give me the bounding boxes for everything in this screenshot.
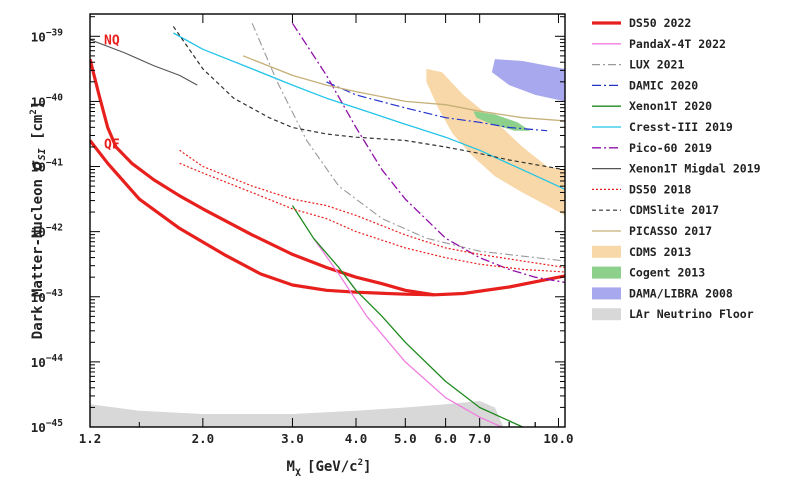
legend-label: Pico-60 2019 <box>629 141 712 155</box>
series-layer <box>90 22 565 427</box>
legend-item-cogent-2013: Cogent 2013 <box>592 266 705 280</box>
legend-label: Xenon1T Migdal 2019 <box>629 162 761 176</box>
legend-item-ds50-2018: DS50 2018 <box>592 182 691 196</box>
y-axis-title-sigma: σ <box>27 160 47 172</box>
y-axis-title-sub: SI <box>37 148 48 160</box>
y-axis-title: Dark Matter-Nucleon σSI [cm2] <box>27 101 48 339</box>
series-line-unlabeled-1 <box>90 58 435 297</box>
legend-swatch <box>592 266 621 279</box>
series-line-cdmslite-2017 <box>172 26 565 171</box>
legend-item-pico-60-2019: Pico-60 2019 <box>592 141 712 155</box>
y-tick-label: 10−43 <box>31 288 64 305</box>
ticks-layer: 1.2 2.0 3.0 4.0 5.0 6.0 7.0 10.0 10−39 10−40 10−41… <box>31 14 574 446</box>
legend-item-lar-neutrino-floor: LAr Neutrino Floor <box>592 307 754 321</box>
legend-item-ds50-2022: DS50 2022 <box>592 16 691 30</box>
x-axis-title: Mχ [GeV/c2] <box>287 458 372 477</box>
legend-label: PICASSO 2017 <box>629 224 712 238</box>
y-axis-title-unit-sup: 2 <box>29 109 39 114</box>
legend-item-picasso-2017: PICASSO 2017 <box>592 224 712 238</box>
x-tick-label: 10.0 <box>543 431 573 446</box>
x-tick-label: 2.0 <box>192 431 215 446</box>
y-tick-label: 10−45 <box>31 418 64 435</box>
legend-label: CDMS 2013 <box>629 245 691 259</box>
x-axis-title-unit-sup: 2 <box>358 458 363 468</box>
legend-label: CDMSlite 2017 <box>629 203 719 217</box>
legend-label: Xenon1T 2020 <box>629 99 712 113</box>
y-tick-label: 10−40 <box>31 92 64 109</box>
x-tick-label: 6.0 <box>434 431 457 446</box>
y-tick-label: 10−42 <box>31 223 63 240</box>
series-line-lux-2021 <box>251 23 565 262</box>
series-line-xenon1t-2020 <box>291 205 523 427</box>
series-line-unlabeled-10 <box>179 162 565 273</box>
legend-label: DS50 2022 <box>629 16 691 30</box>
legend-label: DAMA/LIBRA 2008 <box>629 286 733 300</box>
legend-item-pandax-4t-2022: PandaX-4T 2022 <box>592 37 726 51</box>
series-line-damic-2020 <box>326 81 548 132</box>
legend-swatch <box>592 308 621 321</box>
series-line-ds50-2018 <box>179 149 565 269</box>
legend-label: PandaX-4T 2022 <box>629 37 726 51</box>
legend-item-cdms-2013: CDMS 2013 <box>592 245 691 259</box>
x-axis-title-main: M <box>287 459 295 475</box>
y-tick-label: 10−41 <box>31 158 64 175</box>
plot-frame <box>89 13 566 428</box>
legend-swatch <box>592 287 621 300</box>
legend-label: DAMIC 2020 <box>629 78 698 92</box>
legend-item-damic-2020: DAMIC 2020 <box>592 78 698 92</box>
series-line-ds50-2022 <box>90 139 565 297</box>
y-axis-title-unit: [cm <box>30 115 46 149</box>
legend-swatch <box>592 245 621 258</box>
legend-item-cresst-iii-2019: Cresst-III 2019 <box>592 120 733 134</box>
legend-label: Cogent 2013 <box>629 266 705 280</box>
y-tick-label: 10−39 <box>31 27 64 44</box>
y-axis-title-main: Dark Matter-Nucleon <box>30 171 46 340</box>
legend-item-xenon1t-2020: Xenon1T 2020 <box>592 99 712 113</box>
legend: DS50 2022 PandaX-4T 2022 LUX 2021 DAMIC 202… <box>592 16 761 321</box>
y-axis-title-unit-end: ] <box>30 101 46 109</box>
series-line-xenon1t-migdal-2019 <box>90 39 198 86</box>
annotation-qf: QF <box>104 138 120 153</box>
region-cdms-2013 <box>426 68 565 216</box>
legend-label: LAr Neutrino Floor <box>629 307 754 321</box>
legend-item-dama-libra-2008: DAMA/LIBRA 2008 <box>592 286 733 300</box>
legend-item-xenon1t-migdal-2019: Xenon1T Migdal 2019 <box>592 162 761 176</box>
annotations: NQ QF <box>104 34 120 153</box>
region-lar-neutrino-floor <box>90 401 504 427</box>
legend-item-cdmslite-2017: CDMSlite 2017 <box>592 203 719 217</box>
region-dama-libra-2008 <box>491 59 565 102</box>
series-line-pico-60-2019 <box>291 22 565 284</box>
series-line-picasso-2017 <box>242 55 565 122</box>
x-tick-label: 3.0 <box>281 431 304 446</box>
series-line-pandax-4t-2022 <box>312 237 504 427</box>
region-cogent-2013 <box>473 111 531 131</box>
x-tick-label: 7.0 <box>468 431 491 446</box>
x-tick-label: 5.0 <box>394 431 417 446</box>
series-line-cresst-iii-2019 <box>173 32 565 190</box>
x-tick-label: 4.0 <box>345 431 368 446</box>
legend-label: Cresst-III 2019 <box>629 120 733 134</box>
x-tick-label: 1.2 <box>79 431 102 446</box>
legend-item-lux-2021: LUX 2021 <box>592 58 684 72</box>
legend-label: LUX 2021 <box>629 58 684 72</box>
x-axis-title-sub: χ <box>295 466 301 477</box>
legend-label: DS50 2018 <box>629 182 691 196</box>
y-tick-label: 10−44 <box>31 353 64 370</box>
x-axis-title-unit-end: ] <box>363 459 371 475</box>
x-axis-title-unit: [GeV/c <box>307 459 358 475</box>
annotation-nq: NQ <box>104 34 120 49</box>
